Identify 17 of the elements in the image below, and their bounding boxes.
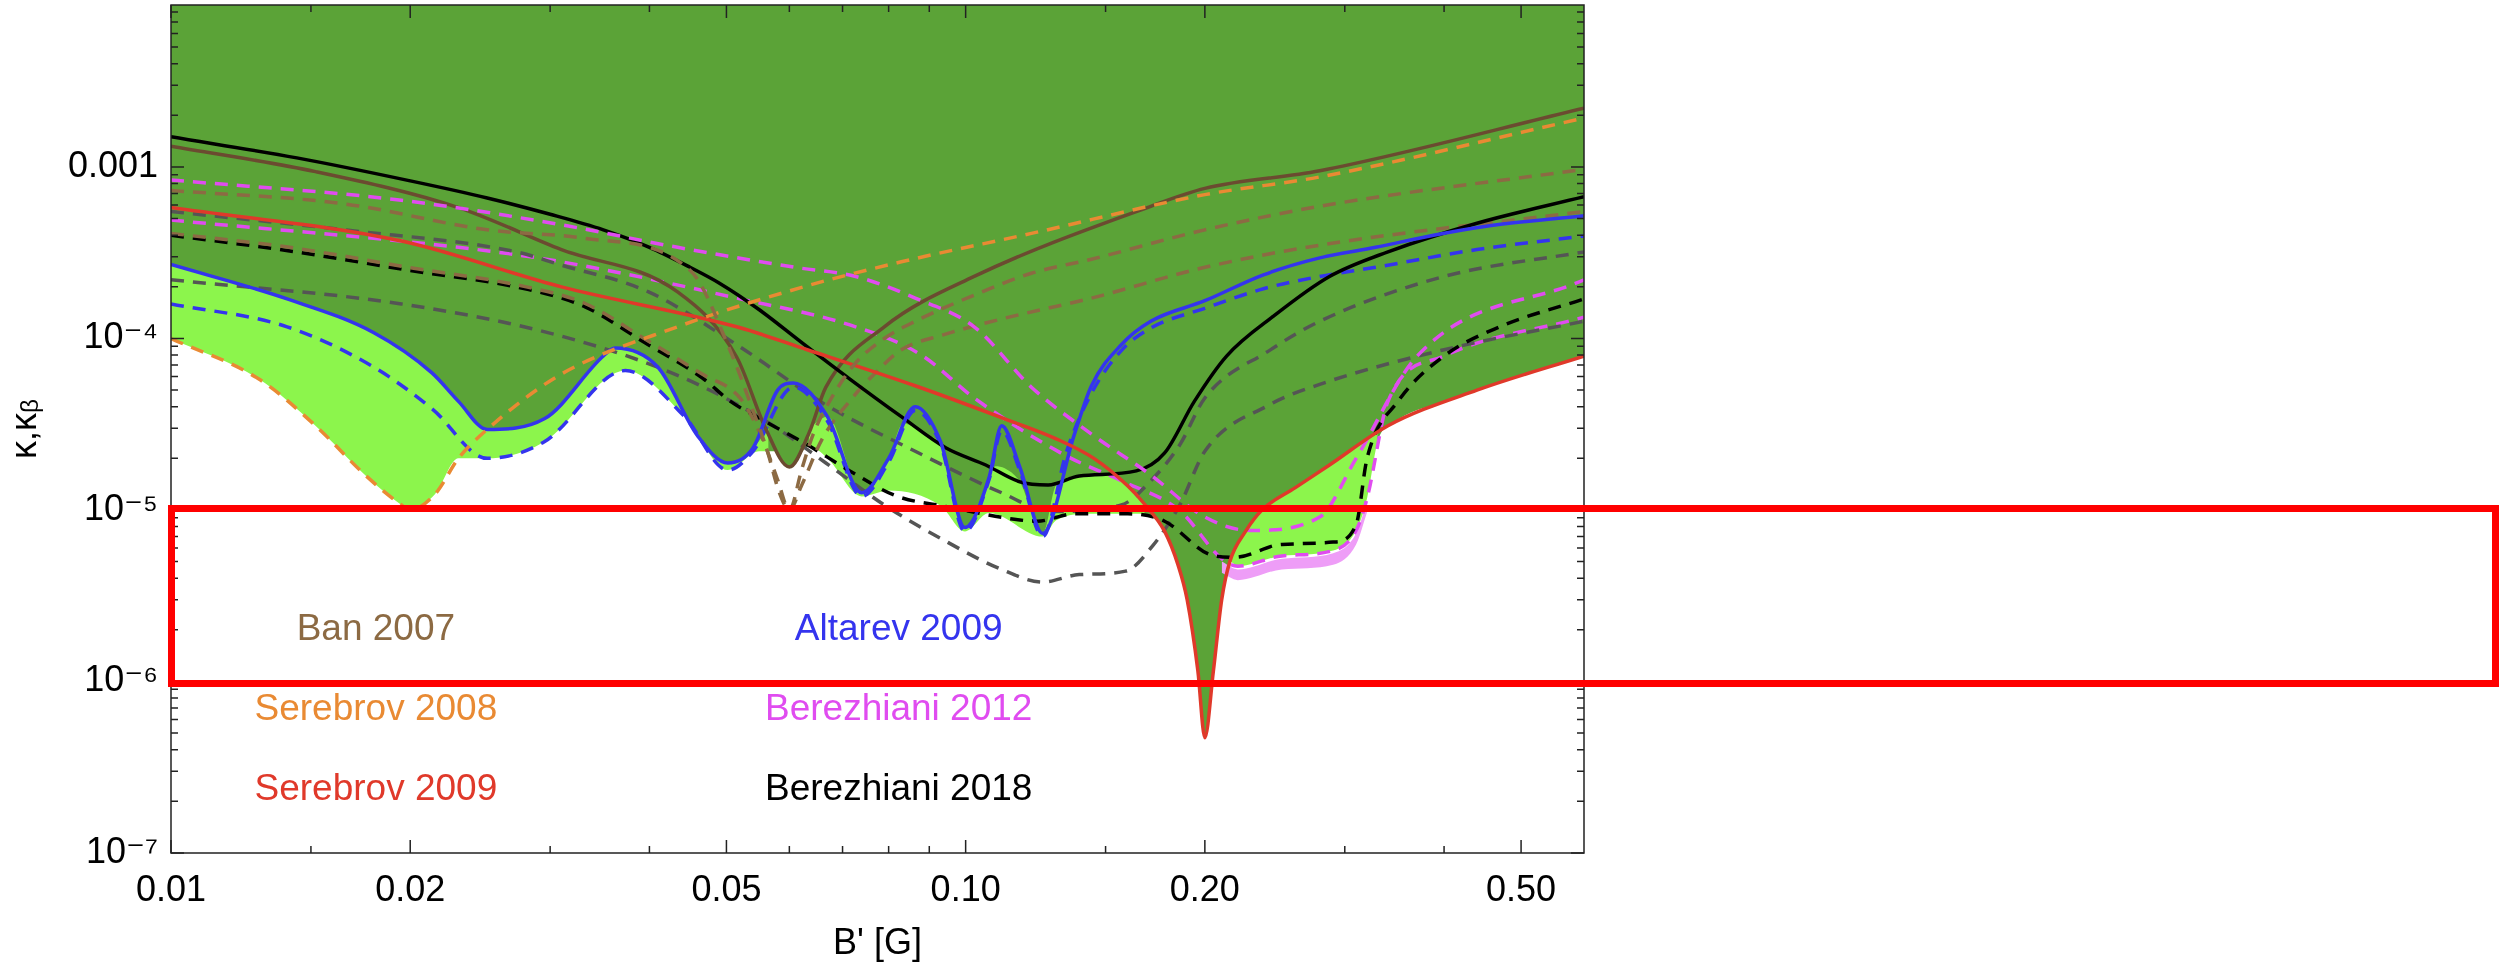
x-tick-label: 0.10 <box>930 867 1001 909</box>
x-tick-label: 0.20 <box>1169 867 1240 909</box>
y-tick-label: 0.001 <box>67 143 158 185</box>
text: Berezhiani 2012 <box>764 687 1033 729</box>
x-tick-label: 0.02 <box>375 867 446 909</box>
text: Serebrov 2008 <box>254 687 498 729</box>
text: Berezhiani 2018 <box>764 767 1033 809</box>
text: Ban 2007 <box>296 607 456 649</box>
x-tick-label: 0.50 <box>1486 867 1557 909</box>
text: Altarev 2009 <box>794 607 1003 649</box>
x-axis-title: B' [G] <box>833 921 922 963</box>
y-tick-label: 10⁻⁵ <box>84 486 158 528</box>
y-tick-label: 10⁻⁴ <box>83 315 158 357</box>
y-axis-title: κ,κᵦ <box>2 398 44 459</box>
y-tick-label: 10⁻⁶ <box>84 658 158 700</box>
x-tick-label: 0.05 <box>691 867 762 909</box>
text: Serebrov 2009 <box>254 767 498 809</box>
